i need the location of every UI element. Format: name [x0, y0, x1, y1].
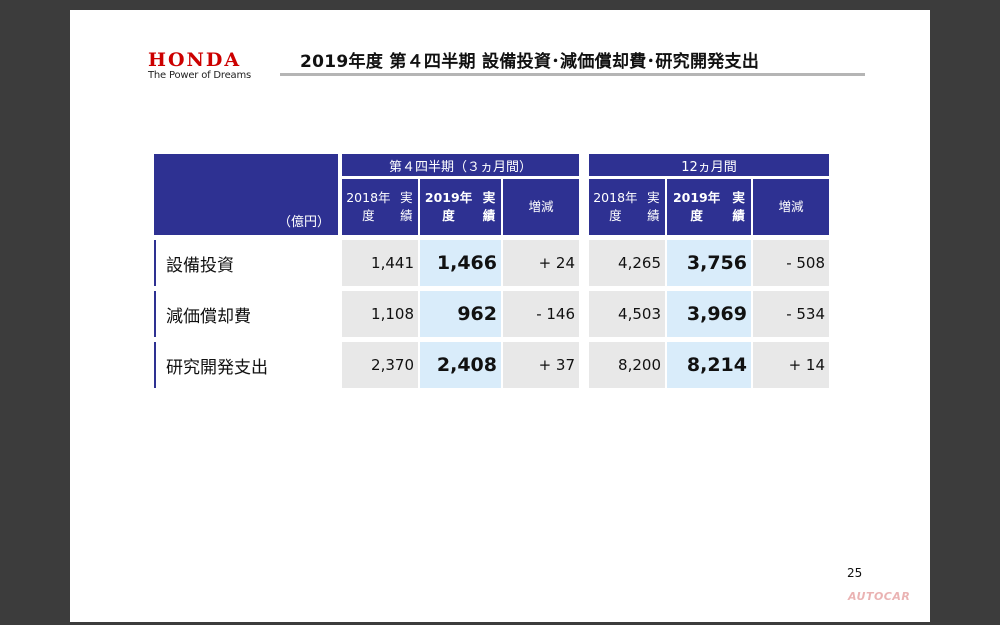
table-cell: 2,370 — [342, 342, 418, 388]
table-cell: - 508 — [753, 240, 829, 286]
table-cell: 3,969 — [667, 291, 751, 337]
slide: HONDA The Power of Dreams 2019年度 第４四半期 設… — [70, 10, 930, 622]
table-cell: 8,200 — [589, 342, 665, 388]
col-header-q4-change: 増減 — [503, 179, 579, 235]
col-header-12m-2018: 2018年度 実績 — [589, 179, 665, 235]
table-cell: + 24 — [503, 240, 579, 286]
table-cell: 2,408 — [420, 342, 501, 388]
watermark: AUTOCAR — [848, 590, 911, 603]
col-header-q4-2019: 2019年度 実績 — [420, 179, 501, 235]
unit-label: （億円） — [154, 154, 338, 235]
title-divider — [280, 73, 865, 76]
row-label-rnd: 研究開発支出 — [154, 342, 334, 388]
honda-logo: HONDA The Power of Dreams — [148, 50, 268, 82]
logo-tagline: The Power of Dreams — [148, 70, 252, 81]
table-cell: 1,466 — [420, 240, 501, 286]
table-cell: + 37 — [503, 342, 579, 388]
table-cell: 1,108 — [342, 291, 418, 337]
col-header-12m-2019: 2019年度 実績 — [667, 179, 751, 235]
group-header-12m: 12ヵ月間 — [589, 154, 829, 176]
table-cell: - 146 — [503, 291, 579, 337]
table-cell: 1,441 — [342, 240, 418, 286]
logo-wordmark: HONDA — [148, 49, 242, 71]
col-header-12m-change: 増減 — [753, 179, 829, 235]
table-cell: 4,503 — [589, 291, 665, 337]
table-cell: 962 — [420, 291, 501, 337]
table-cell: + 14 — [753, 342, 829, 388]
page-number: 25 — [847, 566, 863, 580]
col-header-q4-2018: 2018年度 実績 — [342, 179, 418, 235]
row-label-capex: 設備投資 — [154, 240, 334, 286]
row-label-depreciation: 減価償却費 — [154, 291, 334, 337]
page-title: 2019年度 第４四半期 設備投資･減価償却費･研究開発支出 — [300, 52, 760, 72]
group-header-q4: 第４四半期（３ヵ月間） — [342, 154, 579, 176]
table-cell: 8,214 — [667, 342, 751, 388]
table-cell: 4,265 — [589, 240, 665, 286]
table-cell: 3,756 — [667, 240, 751, 286]
table-cell: - 534 — [753, 291, 829, 337]
